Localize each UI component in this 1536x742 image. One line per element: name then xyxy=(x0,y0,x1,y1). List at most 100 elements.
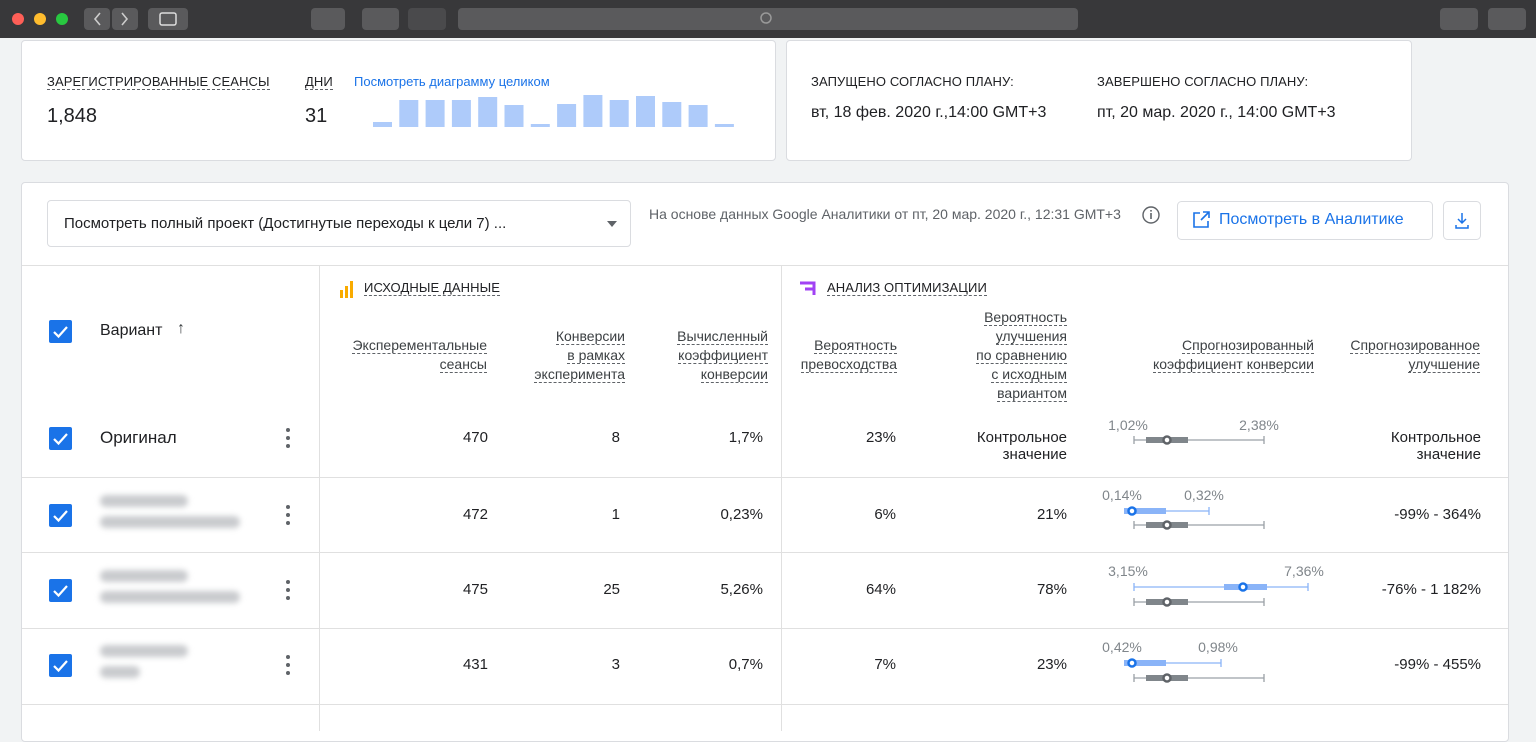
analytics-button[interactable] xyxy=(1177,201,1433,240)
bar xyxy=(583,95,603,127)
zoom-button[interactable] xyxy=(56,13,68,25)
minimize-button[interactable] xyxy=(34,13,46,25)
bar xyxy=(609,100,629,127)
cell: 1,7% xyxy=(728,429,763,446)
sidebar-button[interactable] xyxy=(148,8,188,30)
schedule-card xyxy=(786,40,1412,161)
cell: 23% xyxy=(1036,656,1067,673)
back-button[interactable] xyxy=(84,8,110,30)
end-label: ЗАВЕРШЕНО СОГЛАСНО ПЛАНУ: xyxy=(1097,74,1309,89)
checkbox[interactable] xyxy=(49,579,72,602)
label: улучшение xyxy=(1408,356,1480,373)
label: сеансы xyxy=(439,356,487,373)
interval-label: 0,32% xyxy=(1184,487,1224,503)
cell: 431 xyxy=(462,656,488,673)
checkbox[interactable] xyxy=(49,320,72,343)
share-button[interactable] xyxy=(1440,8,1478,30)
label: Вычисленный xyxy=(677,327,768,345)
checkbox[interactable] xyxy=(49,427,72,450)
cell: -99% - 364% xyxy=(1394,506,1481,523)
interval-plots xyxy=(1124,435,1309,683)
cell: 64% xyxy=(865,581,896,598)
menu-button[interactable] xyxy=(286,655,290,679)
bar xyxy=(478,97,498,127)
label: Вероятность xyxy=(814,337,897,354)
variant-header: Вариант xyxy=(100,322,163,339)
browser-toolbar xyxy=(0,0,1536,38)
label: в рамках xyxy=(567,346,625,364)
label: превосходства xyxy=(800,356,897,373)
forward-button[interactable] xyxy=(112,8,138,30)
cell: 5,26% xyxy=(720,581,763,598)
interval-label: 0,42% xyxy=(1102,639,1142,655)
bar xyxy=(557,104,577,127)
menu-button[interactable] xyxy=(286,428,290,452)
cell: 25 xyxy=(603,581,620,598)
column-header: Вероятность улучшения по сравнению с исходн… xyxy=(976,308,1067,403)
cell: 472 xyxy=(462,506,488,523)
cell: 7% xyxy=(874,656,896,673)
label: ИСХОДНЫЕ ДАННЫЕ xyxy=(364,280,500,296)
interval-label: 7,36% xyxy=(1284,563,1324,579)
cell: 1 xyxy=(611,506,620,523)
tabs-button[interactable] xyxy=(1488,8,1526,30)
label: конверсии xyxy=(700,365,768,383)
pocket-button[interactable] xyxy=(362,8,399,30)
cell: 6% xyxy=(874,506,896,523)
days-value: 31 xyxy=(305,105,328,127)
bar xyxy=(504,105,524,127)
variant-name: Оригинал xyxy=(100,428,177,447)
column-header: Спрогнозированный коэффициент конверсии xyxy=(1152,336,1314,374)
bar xyxy=(530,124,550,127)
bar xyxy=(688,105,708,127)
sessions-chart xyxy=(373,95,734,127)
address-bar[interactable] xyxy=(458,8,1078,30)
cell: 8 xyxy=(611,429,620,446)
checkbox[interactable] xyxy=(49,654,72,677)
label: коэффициент конверсии xyxy=(1152,356,1314,373)
blurred-name xyxy=(100,645,188,657)
report-dropdown[interactable] xyxy=(47,200,631,247)
cell: Контрольное значение xyxy=(1390,429,1481,463)
blurred-name xyxy=(100,516,240,528)
cell: 3 xyxy=(611,656,620,673)
analytics-button-label: Посмотреть в Аналитике xyxy=(1219,211,1404,228)
label: Спрогнозированное xyxy=(1350,337,1480,354)
interval-label: 2,38% xyxy=(1239,417,1279,433)
cell: 475 xyxy=(462,581,488,598)
checkbox[interactable] xyxy=(49,504,72,527)
bar xyxy=(399,100,419,127)
menu-button[interactable] xyxy=(286,505,290,529)
bar xyxy=(451,100,471,127)
blurred-name xyxy=(100,591,240,603)
chart-link[interactable]: Посмотреть диаграмму целиком xyxy=(354,74,550,89)
cell: 0,23% xyxy=(720,506,763,523)
extension-button[interactable] xyxy=(311,8,345,30)
column-header: Конверсии в рамках эксперимента xyxy=(534,327,625,384)
bar xyxy=(373,122,392,127)
days-label: ДНИ xyxy=(305,74,333,90)
blurred-name xyxy=(100,570,188,582)
sort-arrow: ↑ xyxy=(177,320,185,337)
cell: -99% - 455% xyxy=(1394,656,1481,673)
label: вариантом xyxy=(997,384,1067,402)
data-note: На основе данных Google Аналитики от пт,… xyxy=(649,206,1121,222)
interval-label: 0,14% xyxy=(1102,487,1142,503)
cell: 21% xyxy=(1036,506,1067,523)
interval-label: 1,02% xyxy=(1108,417,1148,433)
column-header: Эксперементальные сеансы xyxy=(352,336,487,374)
group-header: АНАЛИЗ ОПТИМИЗАЦИИ xyxy=(827,280,987,296)
blurred-name xyxy=(100,666,140,678)
column-header: Спрогнозированное улучшение xyxy=(1350,336,1480,374)
close-button[interactable] xyxy=(12,13,24,25)
start-value: вт, 18 фев. 2020 г.,14:00 GMT+3 xyxy=(811,104,1047,121)
shield-button[interactable] xyxy=(408,8,446,30)
cell: -76% - 1 182% xyxy=(1381,581,1481,598)
menu-button[interactable] xyxy=(286,580,290,604)
label: по сравнению xyxy=(976,346,1067,364)
start-label: ЗАПУЩЕНО СОГЛАСНО ПЛАНУ: xyxy=(811,74,1014,89)
group-header: ИСХОДНЫЕ ДАННЫЕ xyxy=(364,280,500,296)
